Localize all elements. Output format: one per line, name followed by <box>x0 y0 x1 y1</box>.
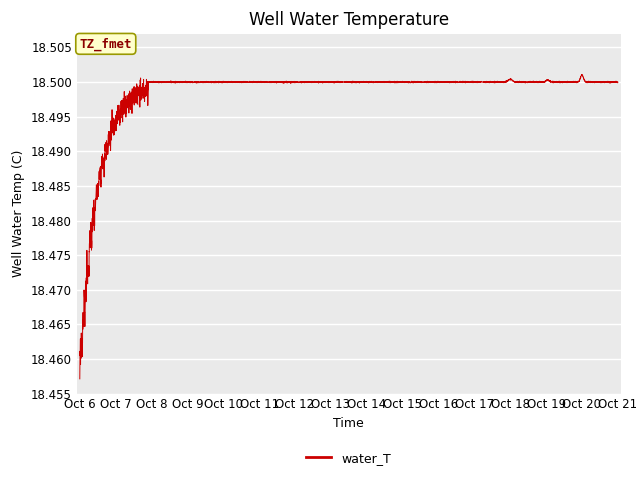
Legend: water_T: water_T <box>301 447 396 469</box>
Text: TZ_fmet: TZ_fmet <box>79 37 132 50</box>
Title: Well Water Temperature: Well Water Temperature <box>249 11 449 29</box>
X-axis label: Time: Time <box>333 417 364 430</box>
Y-axis label: Well Water Temp (C): Well Water Temp (C) <box>12 150 26 277</box>
